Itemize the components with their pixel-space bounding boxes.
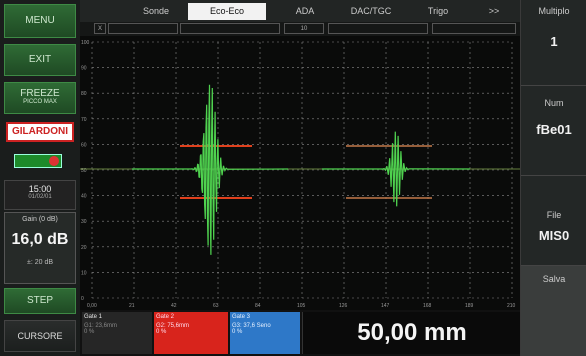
salva-label: Salva <box>542 274 566 284</box>
brand-logo: GILARDONI <box>6 122 74 142</box>
sub-toolbar: X 10 <box>80 22 520 37</box>
num-label: Num <box>544 98 564 108</box>
x-tick-label: 210 <box>507 303 516 309</box>
y-tick-label: 70 <box>81 117 87 123</box>
gate-2-sub: 0 % <box>156 329 167 335</box>
gate-1-value: G1: 23,6mm <box>84 323 118 329</box>
num-value: fBe01 <box>536 122 572 137</box>
x-tick-label: 147 <box>381 303 390 309</box>
y-tick-label: 60 <box>81 142 87 148</box>
y-tick-label: 10 <box>81 270 87 276</box>
x-tick-label: 21 <box>129 303 135 309</box>
y-tick-label: 90 <box>81 66 87 72</box>
x-tick-label: 168 <box>423 303 432 309</box>
battery-status-icon <box>49 156 59 166</box>
gain-value: 16,0 dB <box>11 231 69 248</box>
tab-dac-tgc[interactable]: DAC/TGC <box>350 6 392 16</box>
file-value: MIS0 <box>538 228 570 243</box>
gain-display[interactable]: Gain (0 dB) 16,0 dB ±: 20 dB <box>4 212 76 284</box>
exit-button[interactable]: EXIT <box>4 44 76 76</box>
y-tick-label: 0 <box>81 296 84 302</box>
gate-1-readout[interactable]: Gate 1 G1: 23,6mm 0 % <box>82 312 152 354</box>
salva-button[interactable]: Salva <box>521 266 586 356</box>
sub-cell-3[interactable] <box>180 23 280 34</box>
gate-3-sub: 0 % <box>232 329 243 335</box>
x-tick-label: 42 <box>171 303 177 309</box>
tab-trigo[interactable]: Trigo <box>427 6 449 16</box>
multiplo-value: 1 <box>550 34 558 49</box>
y-tick-label: 50 <box>81 168 87 174</box>
cursor-button[interactable]: CURSORE <box>4 320 76 352</box>
right-panel: Multiplo 1 Num fBe01 File MIS0 Salva <box>520 0 586 356</box>
num-control[interactable]: Num fBe01 <box>521 86 586 176</box>
y-tick-label: 80 <box>81 91 87 97</box>
a-scan-display[interactable]: 100 90 80 70 60 50 40 30 20 10 0 0,00 21 42 63 84 105 12… <box>80 36 520 310</box>
step-button[interactable]: STEP <box>4 288 76 314</box>
gate-1-title: Gate 1 <box>84 314 103 320</box>
gate-3-title: Gate 3 <box>232 314 251 320</box>
thickness-reading: 50,00 mm <box>302 312 521 354</box>
x-tick-label: 105 <box>297 303 306 309</box>
freeze-sub-label: PICCO MAX <box>23 99 57 105</box>
measurement-bar: Gate 1 G1: 23,6mm 0 % Gate 2 G2: 75,6mm … <box>80 310 521 356</box>
multiplo-control[interactable]: Multiplo 1 <box>521 0 586 86</box>
gain-title: Gain (0 dB) <box>22 216 58 223</box>
gate-2-title: Gate 2 <box>156 314 175 320</box>
file-control[interactable]: File MIS0 <box>521 176 586 266</box>
y-tick-label: 20 <box>81 245 87 251</box>
y-tick-label: 30 <box>81 219 87 225</box>
tab-eco-eco[interactable]: Eco-Eco <box>188 3 266 20</box>
gate-3-readout[interactable]: Gate 3 G3: 37,6 Seno 0 % <box>230 312 300 354</box>
sub-cell-6[interactable] <box>432 23 516 34</box>
gate-2-readout[interactable]: Gate 2 G2: 75,6mm 0 % <box>154 312 228 354</box>
tab-sonde[interactable]: Sonde <box>142 6 170 16</box>
tab-more[interactable]: >> <box>488 6 500 16</box>
y-tick-label: 100 <box>81 40 90 46</box>
x-tick-label: 189 <box>465 303 474 309</box>
sub-cell-5[interactable] <box>328 23 428 34</box>
sub-cell-4[interactable]: 10 <box>284 23 324 34</box>
x-tick-label: 63 <box>213 303 219 309</box>
gate-2-value: G2: 75,6mm <box>156 323 190 329</box>
x-tick-label: 0,00 <box>87 303 97 309</box>
sub-cell-2[interactable] <box>108 23 178 34</box>
grid-lines <box>91 41 513 299</box>
brand-logo-text: GILARDONI <box>11 126 69 137</box>
gain-step: ±: 20 dB <box>26 259 54 266</box>
multiplo-label: Multiplo <box>538 6 570 16</box>
freeze-button[interactable]: FREEZE PICCO MAX <box>4 82 76 114</box>
clock: 15:00 01/02/01 <box>4 180 76 210</box>
clock-date: 01/02/01 <box>28 194 52 200</box>
sub-cell-1[interactable]: X <box>94 23 106 34</box>
x-tick-label: 126 <box>339 303 348 309</box>
left-panel: MENU EXIT FREEZE PICCO MAX GILARDONI 15:… <box>0 0 80 356</box>
clock-time: 15:00 <box>28 184 52 194</box>
file-label: File <box>546 210 562 220</box>
menu-button[interactable]: MENU <box>4 4 76 38</box>
exit-label: EXIT <box>28 54 52 65</box>
tab-bar: Sonde Eco-Eco ADA DAC/TGC Trigo >> <box>80 0 520 22</box>
gate-3-value: G3: 37,6 Seno <box>232 323 271 329</box>
x-axis-labels: 0,00 21 42 63 84 105 126 147 168 189 210 <box>87 303 516 309</box>
freeze-label: FREEZE <box>20 88 60 99</box>
x-tick-label: 84 <box>255 303 261 309</box>
gate-1-sub: 0 % <box>84 329 95 335</box>
battery-icon <box>14 154 62 168</box>
echo-signal-1 <box>132 84 289 255</box>
cursor-label: CURSORE <box>17 331 63 341</box>
step-label: STEP <box>26 295 54 306</box>
y-tick-label: 40 <box>81 194 87 200</box>
echo-signal-2 <box>322 131 471 207</box>
tab-ada[interactable]: ADA <box>295 6 315 16</box>
menu-label: MENU <box>25 15 55 26</box>
